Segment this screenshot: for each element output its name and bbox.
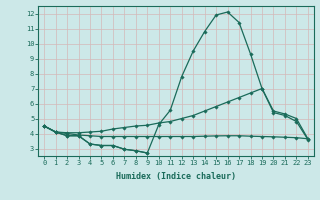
X-axis label: Humidex (Indice chaleur): Humidex (Indice chaleur) <box>116 172 236 181</box>
